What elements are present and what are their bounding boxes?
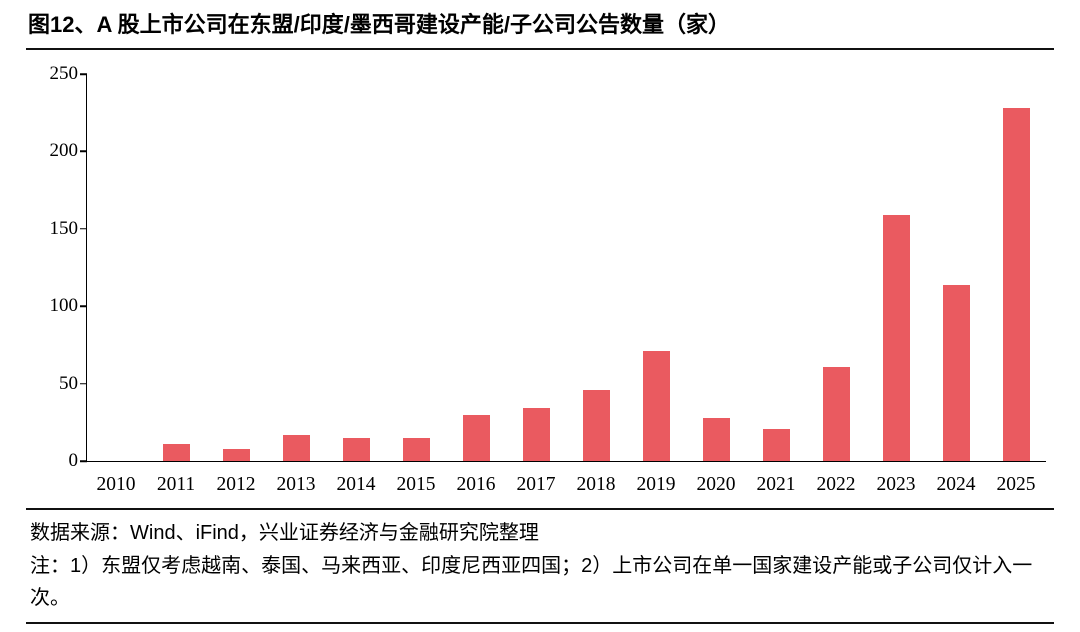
bar-2023: [882, 214, 910, 461]
x-axis-labels: 2010 2011 2012 2013 2014 2015 2016 2017 2018 2019…: [86, 474, 1046, 496]
x-tick-label-2019: 2019: [636, 474, 676, 495]
y-tick-mark-0: [80, 460, 87, 462]
x-tick-label-2024: 2024: [936, 474, 976, 495]
bar-slot-2018: [567, 74, 627, 461]
bar-2018: [582, 389, 610, 461]
bar-2011: [163, 443, 191, 461]
bar-2016: [463, 414, 491, 461]
figure-title: 图12、A 股上市公司在东盟/印度/墨西哥建设产能/子公司公告数量（家）: [28, 12, 730, 37]
y-tick-mark-200: [80, 150, 87, 153]
bar-2015: [403, 437, 431, 461]
x-tick-label-2020: 2020: [696, 474, 736, 495]
x-tick-label-2011: 2011: [156, 474, 196, 495]
x-tick-label-2021: 2021: [756, 474, 796, 495]
y-tick-mark-100: [80, 305, 87, 307]
bar-2014: [343, 437, 371, 461]
x-tick-label-2022: 2022: [816, 474, 856, 495]
bar-2013: [283, 434, 311, 461]
bar-slot-2011: [147, 74, 207, 461]
bar-2025: [1002, 108, 1030, 461]
bar-slot-2023: [866, 74, 926, 461]
x-tick-label-2013: 2013: [276, 474, 316, 495]
x-tick-label-2025: 2025: [996, 474, 1036, 495]
x-tick-label-2023: 2023: [876, 474, 916, 495]
bar-slot-2020: [686, 74, 746, 461]
bar-slot-2016: [447, 74, 507, 461]
bar-2020: [702, 417, 730, 461]
bar-slot-2022: [806, 74, 866, 461]
bottom-rule: [26, 622, 1054, 624]
bar-chart: 0 50 100 150 200 250 2010 2011 2012 2013 2014 2015…: [26, 63, 1054, 502]
bar-2024: [942, 284, 970, 461]
bar-2019: [642, 351, 670, 461]
bar-slot-2019: [626, 74, 686, 461]
footnote-text: 注：1）东盟仅考虑越南、泰国、马来西亚、印度尼西亚四国；2）上市公司在单一国家建…: [30, 555, 1033, 609]
data-source-text: 数据来源：Wind、iFind，兴业证券经济与金融研究院整理: [30, 522, 539, 544]
bar-2021: [762, 428, 790, 461]
x-tick-label-2015: 2015: [396, 474, 436, 495]
plot-area: 0 50 100 150 200 250: [50, 63, 1046, 471]
bar-slot-2014: [327, 74, 387, 461]
bar-2022: [822, 366, 850, 461]
bar-2017: [523, 408, 551, 461]
y-tick-label-200: 200: [49, 140, 79, 162]
bar-2012: [223, 448, 251, 461]
title-underline: [26, 48, 1054, 50]
y-tick-label-250: 250: [49, 63, 79, 84]
y-tick-label-150: 150: [49, 217, 79, 239]
x-tick-label-2010: 2010: [96, 474, 136, 495]
bars-container: [87, 74, 1046, 461]
y-tick-label-100: 100: [49, 295, 79, 317]
y-tick-label-0: 0: [68, 450, 79, 471]
bar-slot-2021: [746, 74, 806, 461]
x-tick-label-2014: 2014: [336, 474, 376, 495]
y-tick-mark-150: [80, 228, 87, 230]
bar-slot-2010: [87, 74, 147, 461]
y-tick-mark-50: [80, 382, 87, 385]
x-tick-label-2017: 2017: [516, 474, 556, 495]
bar-slot-2012: [207, 74, 267, 461]
x-tick-label-2016: 2016: [456, 474, 496, 495]
bar-slot-2024: [926, 74, 986, 461]
bar-slot-2017: [507, 74, 567, 461]
bar-slot-2025: [986, 74, 1046, 461]
x-tick-label-2018: 2018: [576, 474, 616, 495]
bar-slot-2013: [267, 74, 327, 461]
x-tick-label-2012: 2012: [216, 474, 256, 495]
bar-slot-2015: [387, 74, 447, 461]
y-tick-label-50: 50: [59, 372, 78, 394]
chart-footer-divider: [26, 508, 1054, 510]
y-tick-mark-250: [80, 73, 87, 75]
